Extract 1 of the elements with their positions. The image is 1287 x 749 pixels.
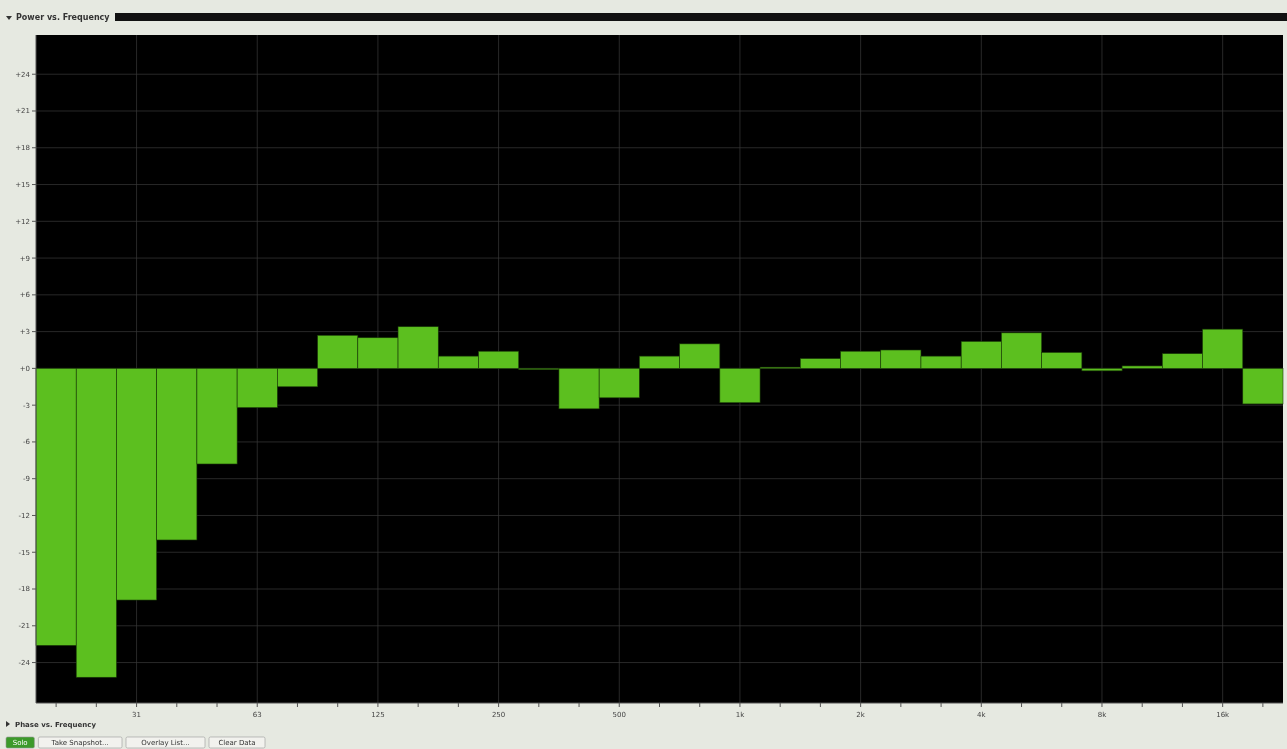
- chart-title: Power vs. Frequency: [16, 13, 111, 22]
